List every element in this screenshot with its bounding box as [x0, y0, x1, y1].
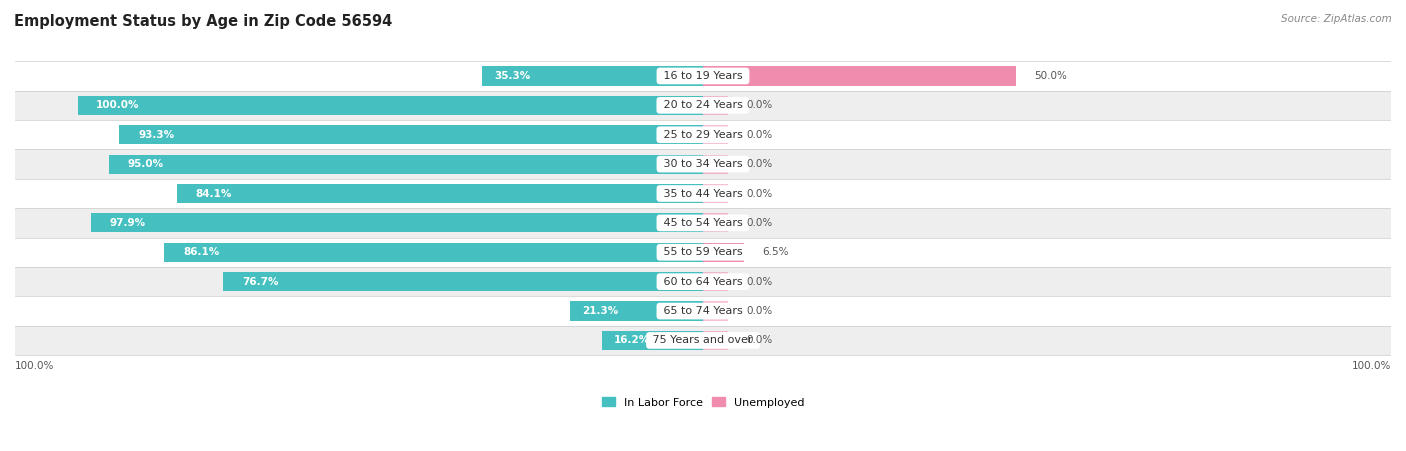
Text: 55 to 59 Years: 55 to 59 Years — [659, 247, 747, 257]
Text: 0.0%: 0.0% — [747, 130, 773, 140]
Text: 93.3%: 93.3% — [138, 130, 174, 140]
Text: 16 to 19 Years: 16 to 19 Years — [659, 71, 747, 81]
Text: 25 to 29 Years: 25 to 29 Years — [659, 130, 747, 140]
Text: 100.0%: 100.0% — [96, 100, 139, 110]
Text: 75 Years and over: 75 Years and over — [650, 336, 756, 345]
Text: 20 to 24 Years: 20 to 24 Years — [659, 100, 747, 110]
Bar — [703, 96, 728, 115]
Bar — [703, 184, 728, 203]
Text: Employment Status by Age in Zip Code 56594: Employment Status by Age in Zip Code 565… — [14, 14, 392, 28]
Text: 0.0%: 0.0% — [747, 189, 773, 198]
Text: 50.0%: 50.0% — [1035, 71, 1067, 81]
Text: 0.0%: 0.0% — [747, 100, 773, 110]
Bar — [703, 155, 728, 174]
Text: 60 to 64 Years: 60 to 64 Years — [659, 276, 747, 287]
Bar — [120, 125, 703, 144]
Bar — [482, 66, 703, 86]
Text: 84.1%: 84.1% — [195, 189, 232, 198]
Bar — [90, 213, 703, 232]
Bar — [703, 302, 728, 321]
Text: 0.0%: 0.0% — [747, 159, 773, 169]
Bar — [15, 296, 1391, 326]
Bar — [703, 213, 728, 232]
Text: 35 to 44 Years: 35 to 44 Years — [659, 189, 747, 198]
Text: 0.0%: 0.0% — [747, 336, 773, 345]
Bar — [602, 331, 703, 350]
Bar — [703, 272, 728, 291]
Text: 0.0%: 0.0% — [747, 306, 773, 316]
Text: 76.7%: 76.7% — [242, 276, 278, 287]
Bar — [569, 302, 703, 321]
Bar — [15, 149, 1391, 179]
Text: 65 to 74 Years: 65 to 74 Years — [659, 306, 747, 316]
Text: 6.5%: 6.5% — [762, 247, 789, 257]
Text: 35.3%: 35.3% — [495, 71, 531, 81]
Bar — [703, 125, 728, 144]
Bar — [15, 120, 1391, 149]
Bar — [15, 267, 1391, 296]
Text: 86.1%: 86.1% — [183, 247, 219, 257]
Text: 100.0%: 100.0% — [1351, 361, 1391, 371]
Bar — [15, 179, 1391, 208]
Bar — [77, 96, 703, 115]
Bar — [108, 155, 703, 174]
Bar — [703, 66, 1015, 86]
Bar — [15, 61, 1391, 91]
Text: Source: ZipAtlas.com: Source: ZipAtlas.com — [1281, 14, 1392, 23]
Bar — [15, 208, 1391, 238]
Text: 45 to 54 Years: 45 to 54 Years — [659, 218, 747, 228]
Bar — [165, 243, 703, 262]
Bar — [703, 331, 728, 350]
Text: 95.0%: 95.0% — [128, 159, 163, 169]
Text: 30 to 34 Years: 30 to 34 Years — [659, 159, 747, 169]
Legend: In Labor Force, Unemployed: In Labor Force, Unemployed — [598, 393, 808, 412]
Text: 16.2%: 16.2% — [614, 336, 651, 345]
Bar — [15, 326, 1391, 355]
Bar — [703, 243, 744, 262]
Text: 21.3%: 21.3% — [582, 306, 619, 316]
Text: 100.0%: 100.0% — [15, 361, 55, 371]
Bar — [224, 272, 703, 291]
Bar — [177, 184, 703, 203]
Text: 97.9%: 97.9% — [110, 218, 146, 228]
Text: 0.0%: 0.0% — [747, 276, 773, 287]
Bar — [15, 238, 1391, 267]
Text: 0.0%: 0.0% — [747, 218, 773, 228]
Bar — [15, 91, 1391, 120]
